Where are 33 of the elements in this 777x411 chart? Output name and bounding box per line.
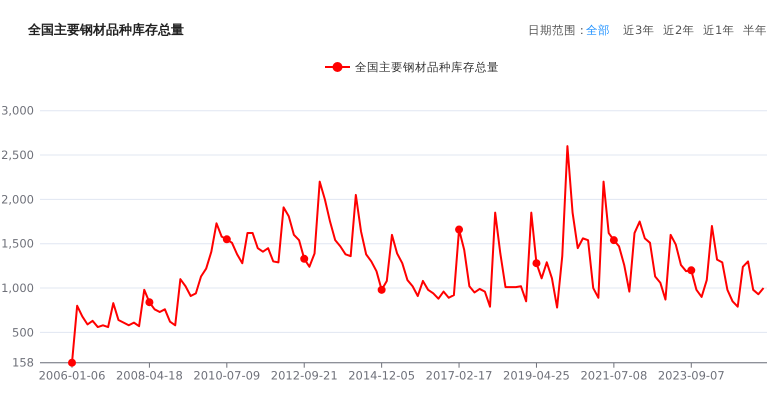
x-tick-label: 2012-09-21 bbox=[270, 368, 338, 383]
point bbox=[532, 259, 540, 268]
y-tick-label: 1,000 bbox=[1, 281, 34, 296]
text: 近2年 bbox=[663, 23, 694, 37]
text: 半年 bbox=[743, 23, 767, 37]
y-tick-label: 500 bbox=[12, 325, 34, 340]
point bbox=[68, 358, 76, 367]
text: 近3年 bbox=[623, 23, 654, 37]
y-tick-label: 2,500 bbox=[1, 148, 34, 162]
x-tick-label: 2023-09-07 bbox=[658, 368, 725, 383]
text: 全部 bbox=[586, 23, 610, 37]
y-tick-label: 1,500 bbox=[1, 236, 34, 251]
chart-title: 全国主要钢材品种库存总量 bbox=[27, 22, 184, 38]
point bbox=[687, 266, 696, 274]
x-tick-label: 2017-02-17 bbox=[426, 368, 492, 383]
legend-label: 全国主要钢材品种库存总量 bbox=[355, 60, 499, 74]
point bbox=[610, 236, 618, 244]
x-tick-label: 2019-04-25 bbox=[503, 368, 570, 383]
x-tick-label: 2014-12-05 bbox=[348, 368, 416, 383]
point bbox=[455, 226, 464, 234]
x-tick-label: 2006-01-06 bbox=[38, 368, 106, 383]
text: 近1年 bbox=[703, 23, 734, 37]
y-tick-label: 2,000 bbox=[1, 192, 34, 206]
x-tick-label: 2010-07-09 bbox=[193, 368, 260, 383]
x-tick-label: 2021-07-08 bbox=[580, 368, 648, 383]
y-tick-label: 3,000 bbox=[1, 104, 34, 118]
point bbox=[300, 254, 308, 263]
point bbox=[222, 235, 231, 244]
point bbox=[145, 298, 154, 306]
text: 日期范围： bbox=[528, 23, 588, 37]
point bbox=[378, 286, 386, 294]
y-tick-label: 158 bbox=[12, 356, 34, 370]
x-tick-label: 2008-04-18 bbox=[116, 368, 183, 383]
